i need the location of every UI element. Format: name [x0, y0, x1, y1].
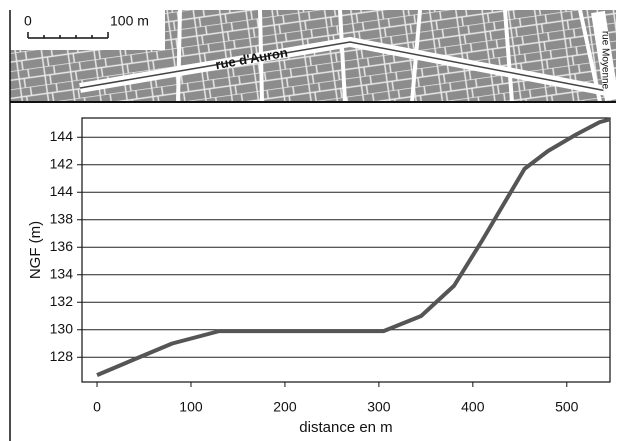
x-axis-label: distance en m	[299, 419, 392, 436]
x-tick-label: 300	[367, 399, 391, 415]
x-tick-label: 400	[461, 399, 485, 415]
x-tick-label: 100	[179, 399, 203, 415]
y-axis-label: NGF (m)	[27, 221, 44, 279]
y-tick-label: 144	[50, 183, 74, 199]
scale-bar	[27, 32, 109, 39]
x-tick-label: 500	[555, 399, 579, 415]
scale-start: 0	[24, 13, 32, 29]
y-tick-label: 136	[50, 238, 74, 254]
street-label: rue Moyenne	[599, 31, 610, 90]
plot-frame	[81, 117, 611, 383]
y-tick-label: 142	[50, 155, 74, 171]
y-tick-label: 132	[50, 293, 74, 309]
scale-box	[10, 10, 165, 50]
profile-line	[96, 117, 611, 377]
y-tick-label: 144	[50, 128, 74, 144]
y-tick-label: 134	[50, 265, 74, 281]
y-tick-label: 138	[50, 210, 74, 226]
x-tick-label: 200	[273, 399, 297, 415]
y-tick-label: 130	[50, 320, 74, 336]
y-tick-label: 128	[50, 348, 74, 364]
map: 0 100 m rue d'Auron rue Moyenne	[9, 9, 619, 441]
scale-end: 100 m	[110, 13, 149, 29]
main-street-edge	[79, 41, 613, 93]
side-street	[591, 10, 619, 102]
x-tick-label: 0	[93, 399, 101, 415]
